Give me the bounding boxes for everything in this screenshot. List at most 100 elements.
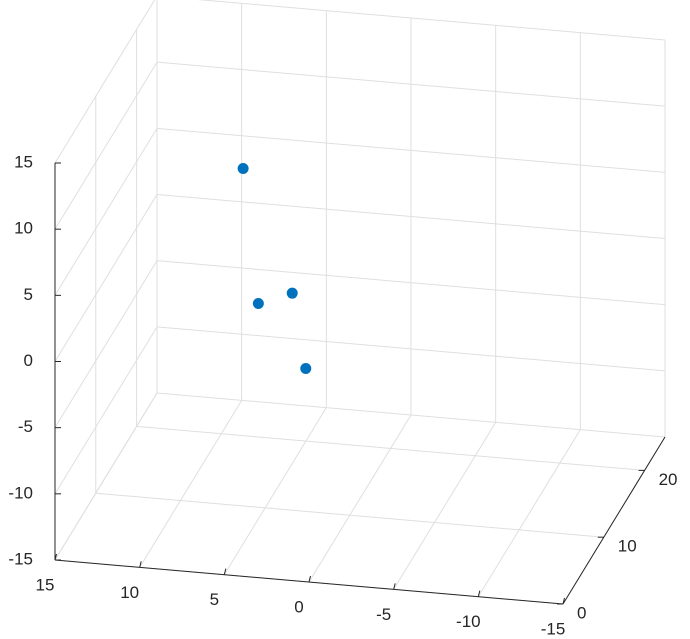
mesh-line: [368, 98, 382, 103]
mesh-line: [367, 291, 368, 307]
mesh-line: [420, 470, 429, 471]
mesh-line: [399, 100, 400, 101]
mesh-line: [370, 98, 382, 104]
mesh-line: [336, 89, 341, 92]
mesh-line: [410, 109, 424, 116]
mesh-line: [470, 103, 486, 107]
mesh-line: [324, 139, 335, 142]
mesh-line: [347, 432, 354, 434]
mesh-line: [373, 448, 376, 449]
mesh-line: [559, 188, 561, 201]
mesh-line: [470, 119, 486, 126]
mesh-line: [230, 235, 252, 244]
mesh-line: [265, 98, 278, 105]
mesh-line: [273, 117, 278, 126]
mesh-line: [464, 144, 476, 155]
mesh-line: [346, 452, 364, 454]
mesh-line: [513, 242, 519, 257]
mesh-line: [327, 397, 342, 400]
mesh-line: [399, 427, 433, 429]
mesh-line: [517, 118, 520, 126]
mesh-line: [299, 94, 305, 99]
mesh-line: [230, 185, 260, 194]
mesh-line: [505, 183, 535, 191]
mesh-line: [241, 411, 269, 419]
mesh-line: [414, 91, 429, 92]
mesh-line: [283, 91, 292, 95]
mesh-line: [354, 113, 363, 122]
mesh-line: [455, 102, 482, 107]
mesh-line: [406, 442, 410, 444]
mesh-line: [429, 255, 459, 259]
mesh-line: [319, 86, 324, 91]
mesh-line: [209, 168, 234, 178]
mesh-line: [429, 165, 446, 169]
mesh-line: [471, 381, 503, 388]
mesh-line: [369, 323, 370, 338]
mesh-line: [361, 123, 369, 124]
mesh-line: [261, 165, 293, 172]
mesh-line: [397, 307, 398, 322]
mesh-line: [220, 124, 238, 134]
mesh-line: [417, 471, 430, 474]
mesh-line: [230, 422, 252, 431]
mesh-line: [589, 186, 594, 199]
mesh-line: [567, 350, 577, 363]
mesh-line: [505, 211, 535, 219]
mesh-line: [295, 120, 299, 125]
mesh-line: [312, 454, 329, 456]
mesh-line: [397, 90, 398, 97]
mesh-line: [306, 103, 310, 111]
mesh-line: [491, 100, 499, 106]
mesh-line: [329, 229, 364, 231]
mesh-line: [347, 185, 350, 199]
mesh-line: [459, 297, 487, 302]
mesh-line: [373, 455, 383, 461]
mesh-line: [450, 435, 454, 439]
mesh-line: [499, 256, 527, 264]
mesh-line: [329, 307, 330, 322]
mesh-line: [462, 160, 472, 172]
mesh-line: [263, 312, 295, 318]
mesh-line: [599, 254, 610, 268]
mesh-line: [418, 96, 419, 98]
mesh-line: [441, 134, 451, 138]
mesh-line: [365, 419, 366, 430]
mesh-line: [269, 411, 284, 420]
mesh-line: [165, 243, 176, 256]
mesh-line: [581, 241, 583, 255]
mesh-line: [209, 410, 221, 419]
mesh-line: [432, 115, 463, 119]
mesh-line: [462, 427, 491, 433]
mesh-line: [429, 439, 433, 442]
mesh-line: [367, 455, 383, 458]
mesh-line: [166, 299, 183, 312]
mesh-line: [393, 367, 414, 368]
mesh-line: [261, 383, 293, 389]
mesh-line: [552, 266, 573, 277]
mesh-line: [421, 324, 424, 339]
mesh-line: [370, 472, 371, 475]
mesh-line: [401, 99, 419, 101]
mesh-line: [234, 156, 237, 168]
mesh-line: [401, 213, 437, 215]
mesh-line: [355, 473, 366, 474]
mesh-line: [279, 420, 284, 426]
mesh-line: [260, 418, 263, 425]
mesh-line: [382, 452, 399, 455]
mesh-line: [182, 298, 184, 312]
mesh-line: [252, 445, 266, 453]
mesh-line: [303, 388, 319, 393]
mesh-line: [561, 151, 568, 162]
mesh-line: [269, 102, 284, 107]
mesh-line: [182, 340, 184, 353]
mesh-line: [160, 313, 166, 327]
mesh-line: [395, 79, 399, 82]
mesh-line: [330, 417, 365, 419]
mesh-line: [401, 380, 437, 383]
mesh-line: [418, 424, 430, 433]
mesh-line: [518, 114, 534, 123]
mesh-line: [517, 118, 531, 125]
mesh-line: [447, 465, 463, 470]
mesh-line: [212, 265, 217, 280]
